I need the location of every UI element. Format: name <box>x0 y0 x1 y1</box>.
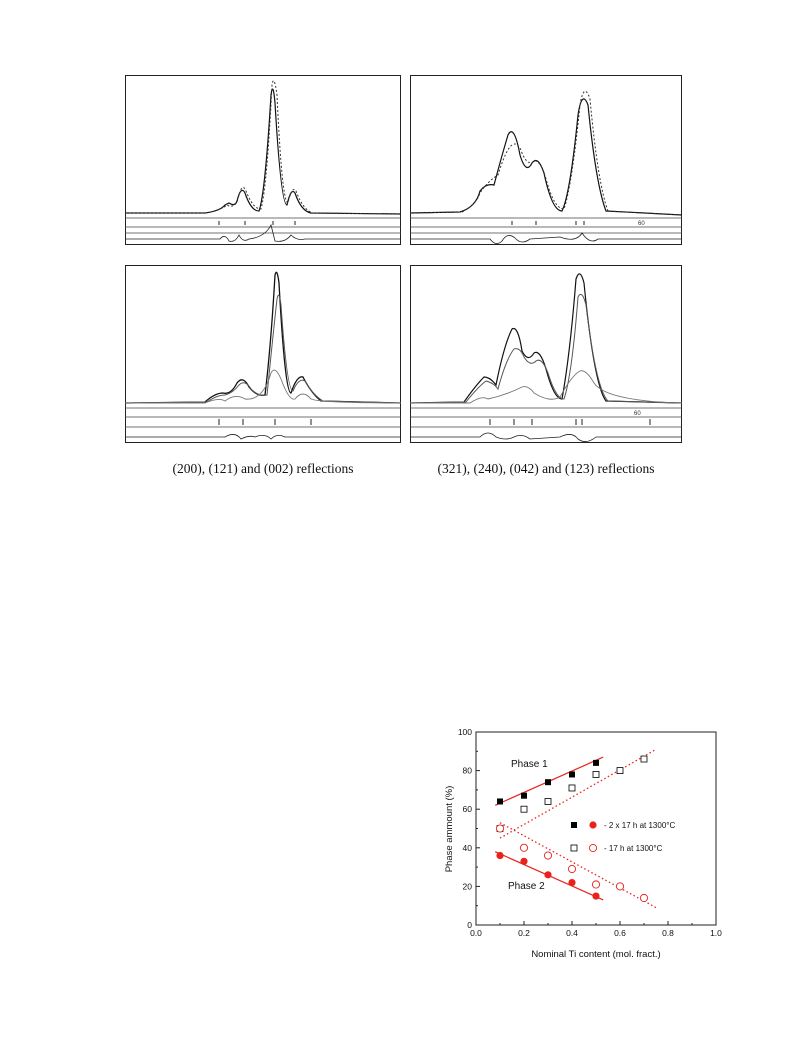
data-point-open-circle <box>543 851 553 860</box>
difference-curve <box>410 432 682 442</box>
data-point-filled-circle <box>568 878 576 887</box>
phase-amount-chart: 0.0 0.2 0.4 0.6 0.8 1.0 0 20 40 60 80 100 Phase 1 P… <box>440 725 730 970</box>
panel-marker: 60 <box>638 221 645 227</box>
panel-marker: 60 <box>634 411 641 417</box>
x-axis-label: Nominal Ti content (mol. fract.) <box>531 949 660 960</box>
x-tick-label: 0.4 <box>566 928 578 938</box>
data-point-filled-square <box>521 792 527 799</box>
caption-left: (200), (121) and (002) reflections <box>172 461 354 476</box>
annotation-phase-1: Phase 1 <box>511 759 548 770</box>
profile-observed <box>125 271 401 404</box>
legend-marker-filled-square <box>571 822 577 828</box>
fit-line-4 <box>499 822 657 909</box>
data-point-open-circle <box>591 880 601 889</box>
data-point-open-square <box>544 798 552 805</box>
y-tick-label: 100 <box>458 727 472 737</box>
data-point-filled-circle <box>544 871 552 879</box>
component-phase-2 <box>125 369 401 404</box>
data-point-filled-square <box>497 798 503 805</box>
legend-label-2: - 17 h at 1300°C <box>604 844 663 853</box>
y-axis-label: Phase ammount (%) <box>444 786 455 873</box>
y-tick-label: 80 <box>463 766 473 776</box>
data-point-open-square <box>616 767 624 774</box>
y-tick-label: 20 <box>463 881 473 891</box>
profile-calculated <box>410 293 682 404</box>
xrd-panel-top-right: 60 <box>410 75 682 245</box>
data-point-open-square <box>568 784 576 792</box>
data-point-open-square <box>592 771 600 778</box>
data-point-open-circle <box>519 843 529 852</box>
y-tick-label: 0 <box>467 920 472 930</box>
caption-right: (321), (240), (042) and (123) reflection… <box>437 461 655 476</box>
xrd-panel-bottom-right: 60 <box>410 265 682 443</box>
profile-observed <box>410 98 682 216</box>
data-point-open-square <box>520 805 528 813</box>
legend-marker-open-square <box>570 844 578 852</box>
data-point-open-square <box>640 755 648 763</box>
y-tick-label: 60 <box>463 804 473 814</box>
data-point-open-circle <box>639 893 649 903</box>
xrd-panel-bottom-left <box>125 265 401 443</box>
data-point-filled-circle <box>496 851 504 860</box>
xrd-panel-top-left <box>125 75 401 245</box>
data-point-filled-circle <box>592 892 600 900</box>
y-tick-label: 40 <box>463 843 473 853</box>
legend-label-1: - 2 x 17 h at 1300°C <box>604 821 675 830</box>
annotation-phase-2: Phase 2 <box>508 881 545 892</box>
data-point-filled-square <box>545 779 551 786</box>
x-tick-label: 0.6 <box>614 928 626 938</box>
difference-curve <box>125 223 401 242</box>
data-point-open-circle <box>615 882 625 891</box>
difference-curve <box>410 232 682 244</box>
profile-observed <box>125 88 401 215</box>
profile-calculated <box>125 294 401 404</box>
x-tick-label: 0.8 <box>662 928 674 938</box>
data-point-open-circle <box>495 824 505 833</box>
data-point-filled-square <box>569 771 575 778</box>
data-point-filled-circle <box>520 857 528 865</box>
x-tick-label: 0.2 <box>518 928 530 938</box>
component-phase-2 <box>410 370 682 404</box>
difference-curve <box>125 434 401 440</box>
profile-observed <box>410 273 682 404</box>
profile-calculated <box>410 90 682 216</box>
legend-marker-open-circle <box>588 843 598 853</box>
x-tick-label: 0.0 <box>470 928 482 938</box>
legend-marker-filled-circle <box>589 821 597 829</box>
data-point-open-circle <box>567 864 577 874</box>
profile-calculated <box>125 80 401 215</box>
data-point-filled-square <box>593 759 599 766</box>
legend: - 2 x 17 h at 1300°C - 17 h at 1300°C <box>570 821 675 853</box>
x-tick-label: 1.0 <box>710 928 722 938</box>
